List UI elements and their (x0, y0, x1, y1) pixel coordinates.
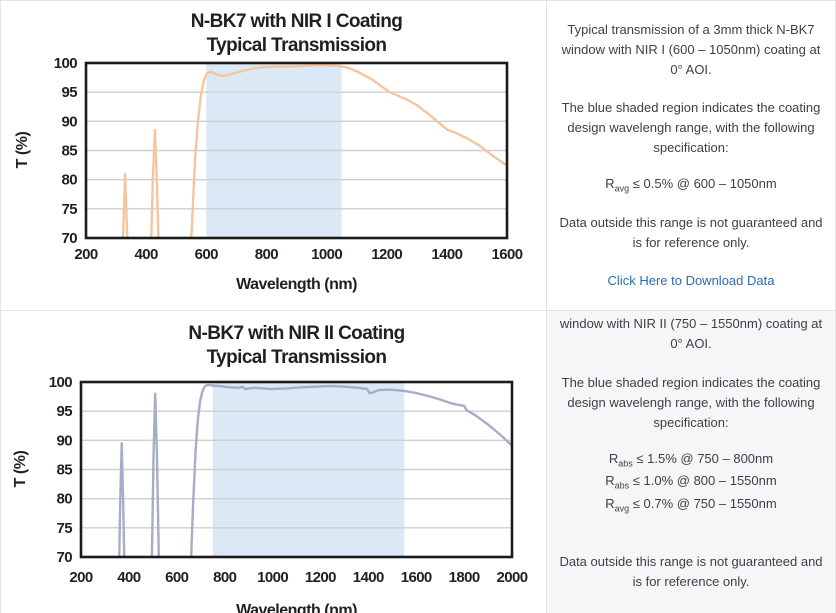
svg-text:Typical Transmission: Typical Transmission (207, 35, 387, 56)
svg-text:70: 70 (57, 549, 73, 566)
svg-text:T (%): T (%) (14, 132, 31, 169)
nir1-chart-cell: 200 400 600 800 1000 1200 1400 1600 70 75 80 85 90 95… (1, 1, 547, 311)
svg-text:75: 75 (62, 201, 78, 218)
svg-text:400: 400 (117, 569, 140, 586)
nir2-spec-list: Rabs ≤ 1.5% @ 750 – 800nm Rabs ≤ 1.0% @ … (605, 449, 776, 517)
nir1-info-panel: Typical transmission of a 3mm thick N-BK… (547, 1, 835, 311)
nir2-disclaimer: Data outside this range is not guarantee… (559, 553, 823, 589)
svg-text:Typical Transmission: Typical Transmission (207, 347, 387, 368)
svg-text:100: 100 (54, 55, 77, 72)
svg-text:200: 200 (74, 246, 97, 263)
svg-text:Wavelength (nm): Wavelength (nm) (236, 602, 357, 613)
svg-text:800: 800 (213, 569, 236, 586)
svg-text:600: 600 (195, 246, 218, 263)
svg-text:1600: 1600 (401, 569, 432, 586)
svg-text:95: 95 (57, 403, 73, 420)
svg-text:N-BK7 with NIR II Coating: N-BK7 with NIR II Coating (188, 323, 404, 344)
svg-text:1000: 1000 (257, 569, 288, 586)
spec-line: Rabs ≤ 1.5% @ 750 – 800nm (608, 450, 774, 469)
svg-text:400: 400 (134, 246, 157, 263)
svg-text:T (%): T (%) (12, 451, 29, 488)
svg-text:1400: 1400 (431, 246, 462, 263)
svg-text:75: 75 (57, 520, 73, 537)
spec-line: Ravg ≤ 0.5% @ 600 – 1050nm (605, 176, 777, 195)
svg-text:2000: 2000 (497, 569, 528, 586)
svg-text:600: 600 (165, 569, 188, 586)
nir1-download-data-link[interactable]: Click Here to Download Data (607, 273, 775, 289)
nir2-description: Typical transmission of a 3mm thick N-BK… (559, 311, 823, 352)
svg-text:1200: 1200 (305, 569, 336, 586)
svg-text:90: 90 (62, 113, 78, 130)
svg-text:200: 200 (69, 569, 92, 586)
svg-text:70: 70 (62, 230, 78, 247)
nir2-info-panel: Typical transmission of a 3mm thick N-BK… (547, 311, 835, 613)
svg-text:1800: 1800 (449, 569, 480, 586)
spec-line: Rabs ≤ 1.0% @ 800 – 1550nm (605, 473, 777, 492)
svg-text:N-BK7 with NIR I Coating: N-BK7 with NIR I Coating (191, 11, 402, 32)
nir2-chart-cell: 200 400 600 800 1000 1200 1400 1600 1800 2000 70 75… (1, 311, 547, 613)
spec-line: Ravg ≤ 0.7% @ 750 – 1550nm (605, 495, 777, 514)
nir1-spec-list: Ravg ≤ 0.5% @ 600 – 1050nm (605, 174, 776, 197)
svg-text:80: 80 (62, 172, 78, 189)
svg-text:80: 80 (57, 491, 73, 508)
nir1-description: Typical transmission of a 3mm thick N-BK… (561, 21, 821, 77)
svg-text:95: 95 (62, 84, 78, 101)
nir1-disclaimer: Data outside this range is not guarantee… (559, 214, 823, 251)
svg-text:85: 85 (62, 143, 78, 160)
svg-text:1000: 1000 (311, 246, 342, 263)
svg-text:800: 800 (255, 246, 278, 263)
nir1-shaded-region-note: The blue shaded region indicates the coa… (561, 100, 821, 156)
svg-text:1200: 1200 (371, 246, 402, 263)
svg-text:1600: 1600 (492, 246, 523, 263)
nir1-coating-transmission-chart: 200 400 600 800 1000 1200 1400 1600 70 75 80 85 90 95… (14, 11, 523, 293)
svg-text:85: 85 (57, 462, 73, 479)
svg-text:1400: 1400 (353, 569, 384, 586)
nir2-coating-transmission-chart: 200 400 600 800 1000 1200 1400 1600 1800 2000 70 75… (12, 323, 528, 613)
nir2-download-data-link[interactable]: Click Here to Download Data (608, 610, 775, 613)
svg-text:100: 100 (49, 374, 72, 391)
svg-text:Wavelength (nm): Wavelength (nm) (236, 276, 357, 293)
nir2-shaded-region-note: The blue shaded region indicates the coa… (561, 374, 821, 430)
svg-text:90: 90 (57, 432, 73, 449)
